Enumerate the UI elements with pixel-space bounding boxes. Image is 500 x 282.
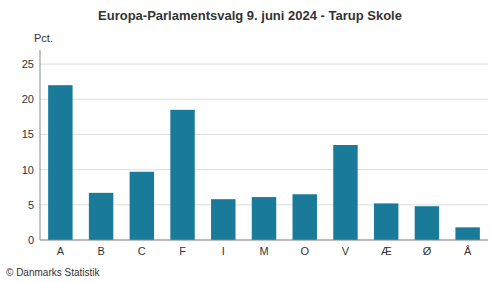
x-tick-label: O bbox=[300, 245, 309, 257]
bar bbox=[415, 206, 439, 240]
y-tick-label: 10 bbox=[22, 164, 34, 176]
bar bbox=[293, 194, 317, 240]
bar bbox=[252, 197, 276, 240]
x-axis-line bbox=[40, 240, 488, 241]
bar bbox=[374, 203, 398, 240]
chart-title: Europa-Parlamentsvalg 9. juni 2024 - Tar… bbox=[98, 8, 402, 23]
x-tick-label: A bbox=[57, 245, 65, 257]
bar bbox=[455, 227, 479, 240]
bar bbox=[211, 199, 235, 240]
bar bbox=[130, 172, 154, 240]
x-tick-label: B bbox=[97, 245, 104, 257]
x-tick-label: M bbox=[259, 245, 268, 257]
grid-line bbox=[40, 134, 488, 135]
x-tick-label: I bbox=[222, 245, 225, 257]
grid-line bbox=[40, 64, 488, 65]
bar bbox=[89, 193, 113, 240]
y-tick-label: 0 bbox=[28, 234, 34, 246]
footer: © Danmarks Statistik bbox=[6, 267, 101, 278]
x-tick-label: Ø bbox=[423, 245, 432, 257]
chart-container: Europa-Parlamentsvalg 9. juni 2024 - Tar… bbox=[0, 0, 500, 282]
x-tick-label: F bbox=[179, 245, 186, 257]
y-axis-label: Pct. bbox=[34, 32, 53, 44]
y-tick-label: 15 bbox=[22, 128, 34, 140]
y-tick-label: 5 bbox=[28, 199, 34, 211]
x-tick-label: Æ bbox=[381, 245, 392, 257]
chart-svg: Europa-Parlamentsvalg 9. juni 2024 - Tar… bbox=[0, 0, 500, 282]
bar bbox=[48, 85, 72, 240]
bar bbox=[170, 110, 194, 240]
y-tick-label: 20 bbox=[22, 93, 34, 105]
y-tick-label: 25 bbox=[22, 58, 34, 70]
bars bbox=[48, 85, 480, 240]
grid-line bbox=[40, 240, 488, 241]
grid-line bbox=[40, 99, 488, 100]
x-tick-label: V bbox=[342, 245, 350, 257]
bar bbox=[333, 145, 357, 240]
x-tick-label: C bbox=[138, 245, 146, 257]
x-tick-label: Å bbox=[464, 245, 472, 257]
y-axis-line bbox=[40, 50, 41, 240]
y-grid bbox=[40, 64, 488, 240]
grid-line bbox=[40, 169, 488, 170]
